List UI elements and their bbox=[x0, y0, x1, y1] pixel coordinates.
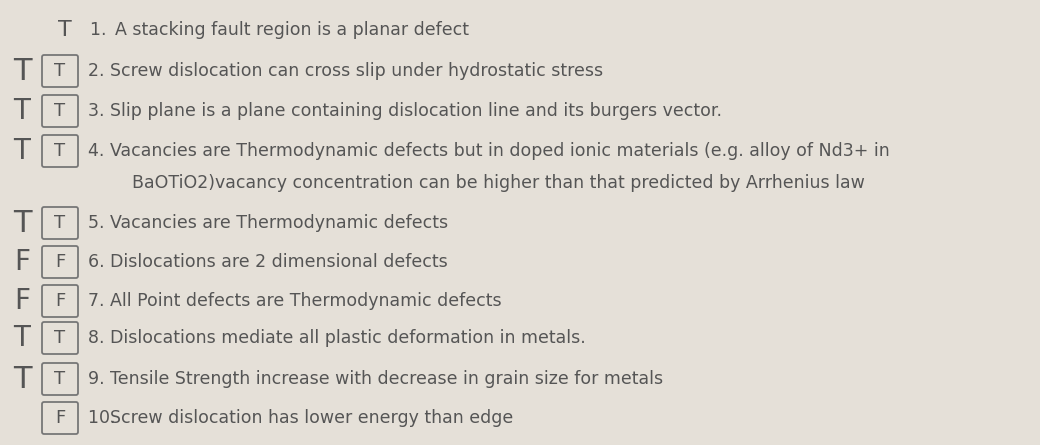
Text: F: F bbox=[55, 292, 66, 310]
Text: T: T bbox=[12, 364, 31, 393]
Text: Slip plane is a plane containing dislocation line and its burgers vector.: Slip plane is a plane containing disloca… bbox=[110, 102, 722, 120]
Text: T: T bbox=[54, 214, 66, 232]
Text: 3.: 3. bbox=[88, 102, 110, 120]
Text: All Point defects are Thermodynamic defects: All Point defects are Thermodynamic defe… bbox=[110, 292, 501, 310]
Text: T: T bbox=[12, 209, 31, 238]
Text: F: F bbox=[14, 248, 30, 276]
Text: Dislocations are 2 dimensional defects: Dislocations are 2 dimensional defects bbox=[110, 253, 448, 271]
Text: 6.: 6. bbox=[88, 253, 110, 271]
Text: T: T bbox=[14, 97, 30, 125]
Text: Vacancies are Thermodynamic defects but in doped ionic materials (e.g. alloy of : Vacancies are Thermodynamic defects but … bbox=[110, 142, 890, 160]
Text: T: T bbox=[58, 20, 72, 40]
Text: T: T bbox=[54, 62, 66, 80]
Text: Screw dislocation can cross slip under hydrostatic stress: Screw dislocation can cross slip under h… bbox=[110, 62, 603, 80]
Text: F: F bbox=[55, 253, 66, 271]
Text: 8.: 8. bbox=[88, 329, 110, 347]
Text: T: T bbox=[14, 324, 30, 352]
Text: Dislocations mediate all plastic deformation in metals.: Dislocations mediate all plastic deforma… bbox=[110, 329, 586, 347]
Text: T: T bbox=[54, 102, 66, 120]
Text: A stacking fault region is a planar defect: A stacking fault region is a planar defe… bbox=[115, 21, 469, 39]
Text: 2.: 2. bbox=[88, 62, 110, 80]
Text: F: F bbox=[55, 409, 66, 427]
Text: 10.: 10. bbox=[88, 409, 121, 427]
Text: F: F bbox=[14, 287, 30, 315]
Text: 4.: 4. bbox=[88, 142, 110, 160]
Text: T: T bbox=[54, 370, 66, 388]
Text: T: T bbox=[54, 329, 66, 347]
Text: Tensile Strength increase with decrease in grain size for metals: Tensile Strength increase with decrease … bbox=[110, 370, 664, 388]
Text: 1.: 1. bbox=[90, 21, 112, 39]
Text: T: T bbox=[14, 137, 30, 165]
Text: T: T bbox=[12, 57, 31, 85]
Text: BaOTiO2)vacancy concentration can be higher than that predicted by Arrhenius law: BaOTiO2)vacancy concentration can be hig… bbox=[110, 174, 865, 192]
Text: 5.: 5. bbox=[88, 214, 110, 232]
Text: Vacancies are Thermodynamic defects: Vacancies are Thermodynamic defects bbox=[110, 214, 448, 232]
Text: 9.: 9. bbox=[88, 370, 110, 388]
Text: 7.: 7. bbox=[88, 292, 110, 310]
Text: T: T bbox=[54, 142, 66, 160]
Text: Screw dislocation has lower energy than edge: Screw dislocation has lower energy than … bbox=[110, 409, 514, 427]
